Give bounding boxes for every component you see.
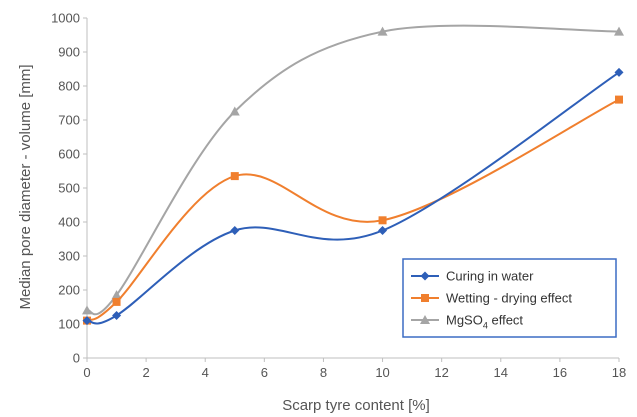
legend-marker (420, 315, 430, 324)
data-point (82, 316, 92, 326)
y-tick-label: 300 (58, 249, 80, 264)
series-layer (82, 24, 624, 326)
data-point (82, 305, 92, 315)
y-tick-label: 600 (58, 147, 80, 162)
x-axis-title: Scarp tyre content [%] (282, 397, 430, 414)
data-point (230, 226, 240, 235)
axes: 0 100 200 300 400 500 600 700 800 900 1000 0 2 4 6 8 10 1… (51, 11, 626, 381)
y-tick-label: 800 (58, 79, 80, 94)
x-tick-label: 0 (83, 365, 90, 380)
legend-label: MgSO4 effect (446, 313, 523, 331)
x-tick-label: 16 (553, 365, 567, 380)
y-tick-label: 200 (58, 283, 80, 298)
y-tick-label: 700 (58, 113, 80, 128)
x-tick-label: 18 (612, 365, 626, 380)
data-point (112, 311, 122, 320)
data-point (614, 67, 624, 77)
data-point (378, 226, 388, 235)
data-point (377, 26, 388, 36)
x-tick-label: 10 (375, 365, 389, 380)
legend-item: Curing in water (411, 269, 534, 284)
legend-label: Wetting - drying effect (446, 291, 572, 306)
legend: Curing in water Wetting - drying effect Mg… (402, 258, 617, 338)
y-tick-label: 100 (58, 317, 80, 332)
series-3 (82, 24, 624, 316)
data-point (614, 26, 624, 36)
legend-item: MgSO4 effect (411, 313, 523, 331)
data-point (615, 95, 623, 104)
x-tick-label: 12 (434, 365, 448, 380)
y-tick-label: 900 (58, 45, 80, 60)
y-tick-label: 500 (58, 181, 80, 196)
data-point (112, 297, 121, 306)
y-axis-title: Median pore diameter - volume [mm] (17, 64, 34, 309)
data-point (111, 290, 122, 300)
x-tick-label: 8 (320, 365, 327, 380)
series-1 (82, 67, 624, 326)
x-tick-label: 14 (494, 365, 508, 380)
y-tick-label: 0 (73, 351, 80, 366)
legend-marker (421, 294, 429, 302)
legend-item: Wetting - drying effect (411, 291, 572, 306)
data-point (378, 216, 387, 225)
legend-label: Curing in water (446, 269, 534, 284)
x-tick-label: 2 (142, 365, 149, 380)
data-point (230, 172, 239, 181)
legend-marker (420, 271, 430, 281)
x-tick-label: 6 (261, 365, 268, 380)
x-tick-label: 4 (202, 365, 209, 380)
data-point (229, 106, 240, 116)
y-tick-label: 1000 (51, 11, 80, 26)
y-tick-label: 400 (58, 215, 80, 230)
